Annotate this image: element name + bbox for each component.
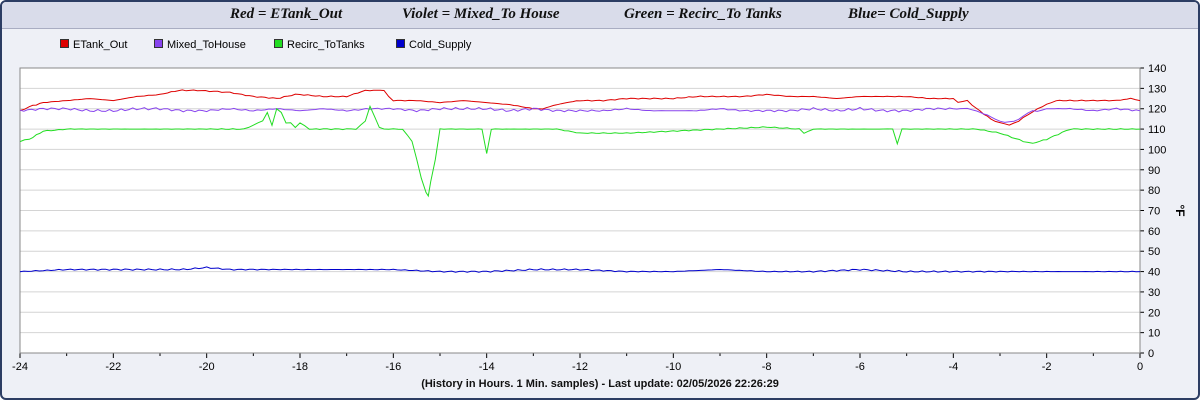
y-tick-label: 20 — [1148, 307, 1160, 319]
x-tick-label: -20 — [199, 361, 215, 373]
y-tick-label: 120 — [1148, 104, 1166, 116]
x-tick-label: -18 — [292, 361, 308, 373]
plot-border — [19, 67, 1141, 354]
legend-item-mixed-tohouse: Mixed_ToHouse — [154, 39, 246, 51]
y-tick-label: 110 — [1148, 124, 1166, 136]
y-tick-label: 70 — [1148, 206, 1160, 218]
x-tick-label: -14 — [479, 361, 495, 373]
x-tick-label: 0 — [1137, 361, 1143, 373]
series-line-mixed-tohouse — [19, 106, 1141, 123]
legend-swatch-cold-supply — [396, 39, 405, 48]
x-tick-label: -24 — [12, 361, 28, 373]
y-tick-label: 60 — [1148, 226, 1160, 238]
title-violet: Violet = Mixed_To House — [402, 6, 560, 22]
legend-item-etank-out: ETank_Out — [60, 39, 127, 51]
x-tick-label: -4 — [948, 361, 958, 373]
x-tick-label: -2 — [1042, 361, 1052, 373]
series-line-cold-supply — [19, 266, 1141, 273]
footer-caption: (History in Hours. 1 Min. samples) - Las… — [421, 378, 779, 390]
y-tick-label: 10 — [1148, 328, 1160, 340]
y-tick-label: 0 — [1148, 348, 1154, 360]
y-tick-label: 100 — [1148, 144, 1166, 156]
y-tick-label: 50 — [1148, 246, 1160, 258]
series-line-recirc-totanks — [19, 104, 1141, 198]
x-tick-label: -12 — [572, 361, 588, 373]
y-tick-label: 80 — [1148, 185, 1160, 197]
legend-label-etank-out: ETank_Out — [73, 39, 128, 51]
legend-swatch-mixed-tohouse — [154, 39, 163, 48]
title-blue: Blue= Cold_Supply — [848, 6, 969, 22]
series-line-etank-out — [19, 89, 1141, 126]
legend-label-mixed-tohouse: Mixed_ToHouse — [167, 39, 246, 51]
title-green: Green = Recirc_To Tanks — [624, 6, 782, 22]
legend-swatch-recirc-totanks — [274, 39, 283, 48]
y-tick-label: 90 — [1148, 165, 1160, 177]
y-tick-label: 140 — [1148, 63, 1166, 75]
legend-item-cold-supply: Cold_Supply — [396, 39, 471, 51]
title-bar: Red = ETank_Out Violet = Mixed_To House … — [2, 2, 1198, 29]
x-tick-label: -10 — [665, 361, 681, 373]
legend-swatch-etank-out — [60, 39, 69, 48]
title-red: Red = ETank_Out — [230, 6, 343, 22]
x-tick-label: -8 — [762, 361, 772, 373]
legend-label-cold-supply: Cold_Supply — [409, 39, 472, 51]
x-tick-label: -16 — [385, 361, 401, 373]
y-axis-label: °F — [1173, 204, 1187, 216]
x-tick-label: -6 — [855, 361, 865, 373]
x-tick-label: -22 — [105, 361, 121, 373]
legend-label-recirc-totanks: Recirc_ToTanks — [287, 39, 365, 51]
y-tick-label: 40 — [1148, 267, 1160, 279]
legend-item-recirc-totanks: Recirc_ToTanks — [274, 39, 365, 51]
y-tick-label: 130 — [1148, 83, 1166, 95]
y-tick-label: 30 — [1148, 287, 1160, 299]
